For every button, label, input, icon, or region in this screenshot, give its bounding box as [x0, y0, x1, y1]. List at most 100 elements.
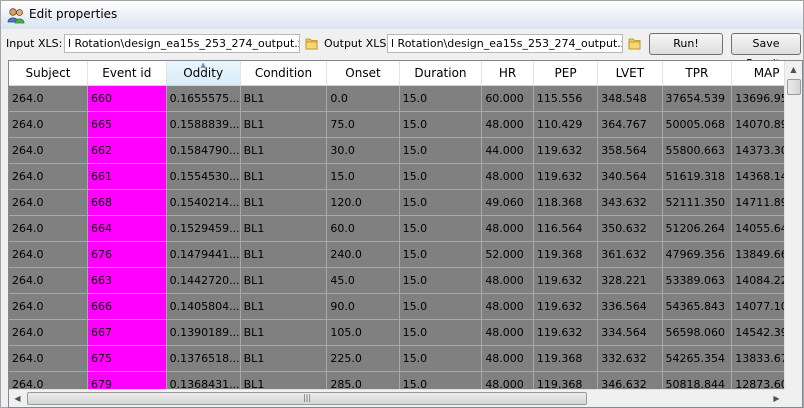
table-cell[interactable]: 15.0: [399, 215, 483, 242]
output-xls-field[interactable]: l Rotation\design_ea15s_253_274_output.x…: [387, 34, 623, 53]
table-cell[interactable]: 52111.350: [662, 189, 733, 216]
table-cell[interactable]: 0.1584790...: [166, 137, 241, 164]
table-cell[interactable]: 13849.669: [731, 241, 802, 268]
table-row[interactable]: 264.0 667 0.1390189... BL1 105.0 15.0 48.000 11…: [9, 319, 802, 346]
table-cell[interactable]: 340.564: [597, 163, 663, 190]
table-cell[interactable]: 15.0: [399, 85, 483, 112]
table-cell[interactable]: 56598.060: [662, 319, 733, 346]
table-cell[interactable]: 15.0: [399, 189, 483, 216]
table-cell[interactable]: 60.0: [326, 215, 400, 242]
table-row[interactable]: 264.0 665 0.1588839... BL1 75.0 15.0 48.000 110…: [9, 111, 802, 138]
table-cell[interactable]: 0.1540214...: [166, 189, 241, 216]
table-cell[interactable]: BL1: [240, 319, 328, 346]
table-cell[interactable]: 264.0: [9, 319, 88, 346]
table-cell[interactable]: 336.564: [597, 293, 663, 320]
table-cell[interactable]: 361.632: [597, 241, 663, 268]
table-cell[interactable]: 119.632: [533, 319, 599, 346]
table-cell[interactable]: 15.0: [399, 137, 483, 164]
table-cell[interactable]: 662: [87, 137, 167, 164]
table-cell[interactable]: 15.0: [399, 345, 483, 372]
table-cell[interactable]: 48.000: [481, 111, 534, 138]
table-cell[interactable]: 358.564: [597, 137, 663, 164]
column-header-event-id[interactable]: Event id: [87, 61, 167, 86]
table-cell[interactable]: 334.564: [597, 319, 663, 346]
column-header-hr[interactable]: HR: [481, 61, 534, 86]
table-cell[interactable]: 264.0: [9, 85, 88, 112]
table-cell[interactable]: 15.0: [326, 163, 400, 190]
table-row[interactable]: 264.0 664 0.1529459... BL1 60.0 15.0 48.000 116…: [9, 215, 802, 242]
table-cell[interactable]: BL1: [240, 111, 328, 138]
scroll-right-icon[interactable]: ▶: [773, 394, 780, 403]
table-cell[interactable]: 118.368: [533, 189, 599, 216]
horizontal-scrollbar[interactable]: ◀ ||| ▶: [9, 389, 785, 407]
table-cell[interactable]: 119.632: [533, 137, 599, 164]
table-cell[interactable]: 264.0: [9, 293, 88, 320]
column-header-onset[interactable]: Onset: [326, 61, 400, 86]
table-cell[interactable]: BL1: [240, 137, 328, 164]
table-cell[interactable]: 332.632: [597, 345, 663, 372]
scroll-left-icon[interactable]: ◀: [14, 394, 21, 403]
column-header-pep[interactable]: PEP: [533, 61, 599, 86]
table-cell[interactable]: 0.1442720...: [166, 267, 241, 294]
table-cell[interactable]: 668: [87, 189, 167, 216]
scroll-up-icon[interactable]: ▲: [790, 65, 797, 74]
table-cell[interactable]: 0.1529459...: [166, 215, 241, 242]
table-cell[interactable]: 50005.068: [662, 111, 733, 138]
table-cell[interactable]: 15.0: [399, 111, 483, 138]
table-cell[interactable]: 48.000: [481, 267, 534, 294]
table-cell[interactable]: 0.0: [326, 85, 400, 112]
table-cell[interactable]: 30.0: [326, 137, 400, 164]
table-row[interactable]: 264.0 676 0.1479441... BL1 240.0 15.0 52.000 11…: [9, 241, 802, 268]
table-cell[interactable]: 667: [87, 319, 167, 346]
table-cell[interactable]: 110.429: [533, 111, 599, 138]
table-cell[interactable]: 665: [87, 111, 167, 138]
table-cell[interactable]: 676: [87, 241, 167, 268]
table-cell[interactable]: 45.0: [326, 267, 400, 294]
column-header-duration[interactable]: Duration: [399, 61, 483, 86]
input-xls-field[interactable]: l Rotation\design_ea15s_253_274_output.x…: [64, 34, 300, 53]
table-cell[interactable]: 0.1390189...: [166, 319, 241, 346]
table-cell[interactable]: 15.0: [399, 319, 483, 346]
table-row[interactable]: 264.0 661 0.1554530... BL1 15.0 15.0 48.000 119…: [9, 163, 802, 190]
table-cell[interactable]: 119.368: [533, 345, 599, 372]
table-cell[interactable]: 119.632: [533, 293, 599, 320]
vertical-scrollbar[interactable]: ▲: [784, 61, 802, 391]
table-cell[interactable]: 264.0: [9, 267, 88, 294]
table-cell[interactable]: 240.0: [326, 241, 400, 268]
table-row[interactable]: 264.0 660 0.1655575... BL1 0.0 15.0 60.000 115.…: [9, 85, 802, 112]
table-cell[interactable]: 0.1554530...: [166, 163, 241, 190]
table-cell[interactable]: 119.368: [533, 241, 599, 268]
horizontal-scroll-thumb[interactable]: |||: [27, 392, 587, 405]
table-cell[interactable]: 225.0: [326, 345, 400, 372]
title-bar[interactable]: Edit properties: [1, 1, 803, 29]
table-cell[interactable]: 48.000: [481, 293, 534, 320]
table-cell[interactable]: 328.221: [597, 267, 663, 294]
table-cell[interactable]: 52.000: [481, 241, 534, 268]
save-results-button[interactable]: Save Results: [731, 33, 801, 70]
table-cell[interactable]: 675: [87, 345, 167, 372]
table-cell[interactable]: 48.000: [481, 163, 534, 190]
table-cell[interactable]: 53389.063: [662, 267, 733, 294]
table-cell[interactable]: 264.0: [9, 215, 88, 242]
run-button[interactable]: Run!: [649, 33, 723, 55]
column-header-subject[interactable]: Subject: [9, 61, 88, 86]
table-cell[interactable]: 54265.354: [662, 345, 733, 372]
table-row[interactable]: 264.0 666 0.1405804... BL1 90.0 15.0 48.000 119…: [9, 293, 802, 320]
table-cell[interactable]: 664: [87, 215, 167, 242]
column-header-condition[interactable]: Condition: [240, 61, 328, 86]
table-row[interactable]: 264.0 663 0.1442720... BL1 45.0 15.0 48.000 119…: [9, 267, 802, 294]
table-row[interactable]: 264.0 675 0.1376518... BL1 225.0 15.0 48.000 11…: [9, 345, 802, 372]
table-cell[interactable]: BL1: [240, 345, 328, 372]
table-cell[interactable]: 661: [87, 163, 167, 190]
table-cell[interactable]: 119.632: [533, 163, 599, 190]
table-cell[interactable]: 48.000: [481, 215, 534, 242]
table-cell[interactable]: 120.0: [326, 189, 400, 216]
table-cell[interactable]: 51206.264: [662, 215, 733, 242]
table-cell[interactable]: 264.0: [9, 189, 88, 216]
table-cell[interactable]: 350.632: [597, 215, 663, 242]
table-row[interactable]: 264.0 668 0.1540214... BL1 120.0 15.0 49.060 11…: [9, 189, 802, 216]
table-cell[interactable]: BL1: [240, 293, 328, 320]
table-cell[interactable]: 264.0: [9, 163, 88, 190]
vertical-scroll-thumb[interactable]: [787, 79, 801, 95]
table-cell[interactable]: BL1: [240, 267, 328, 294]
